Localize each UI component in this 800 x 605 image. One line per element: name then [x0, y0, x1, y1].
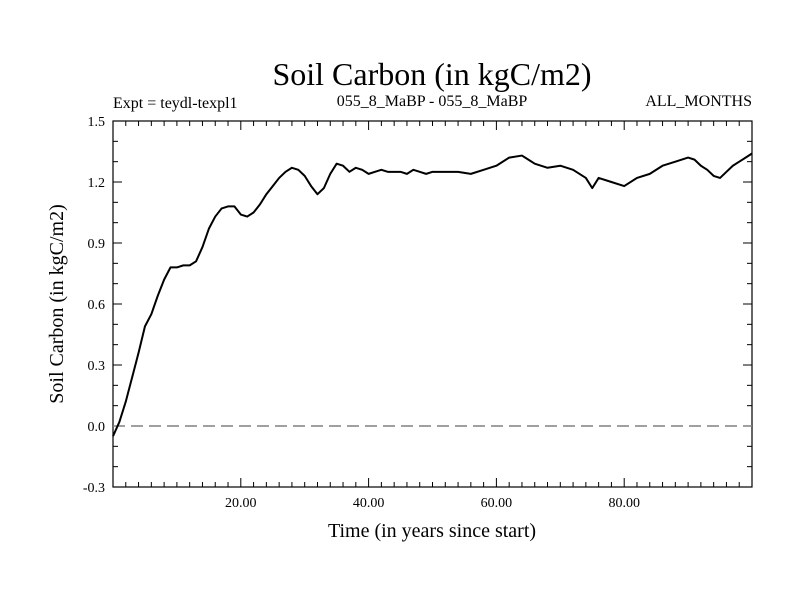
x-tick-label: 20.00 [225, 496, 257, 511]
y-tick-label: 0.9 [88, 237, 106, 252]
y-axis-label: Soil Carbon (in kgC/m2) [46, 204, 68, 403]
x-tick-label: 80.00 [608, 496, 640, 511]
plot-frame [112, 120, 753, 488]
y-tick-label: 0.6 [88, 298, 106, 313]
chart-title: Soil Carbon (in kgC/m2) [272, 56, 591, 92]
experiment-label: Expt = teydl-texpl1 [113, 95, 238, 112]
plot-area: 20.00 40.00 60.00 80.00 -0.3 0.0 0.3 0.6 0.9 1.2 1… [83, 115, 753, 511]
y-tick-label: 0.0 [88, 420, 106, 435]
y-tick-label: 1.2 [88, 176, 106, 191]
months-label: ALL_MONTHS [645, 93, 752, 110]
series-line-soil-carbon [112, 152, 753, 437]
x-tick-label: 40.00 [353, 496, 385, 511]
x-tick-label: 60.00 [481, 496, 513, 511]
period-label: 055_8_MaBP - 055_8_MaBP [337, 93, 528, 110]
y-tick-label: 0.3 [88, 359, 106, 374]
y-tick-label: -0.3 [83, 481, 105, 496]
y-tick-label: 1.5 [88, 115, 106, 130]
x-axis-label: Time (in years since start) [328, 520, 536, 542]
